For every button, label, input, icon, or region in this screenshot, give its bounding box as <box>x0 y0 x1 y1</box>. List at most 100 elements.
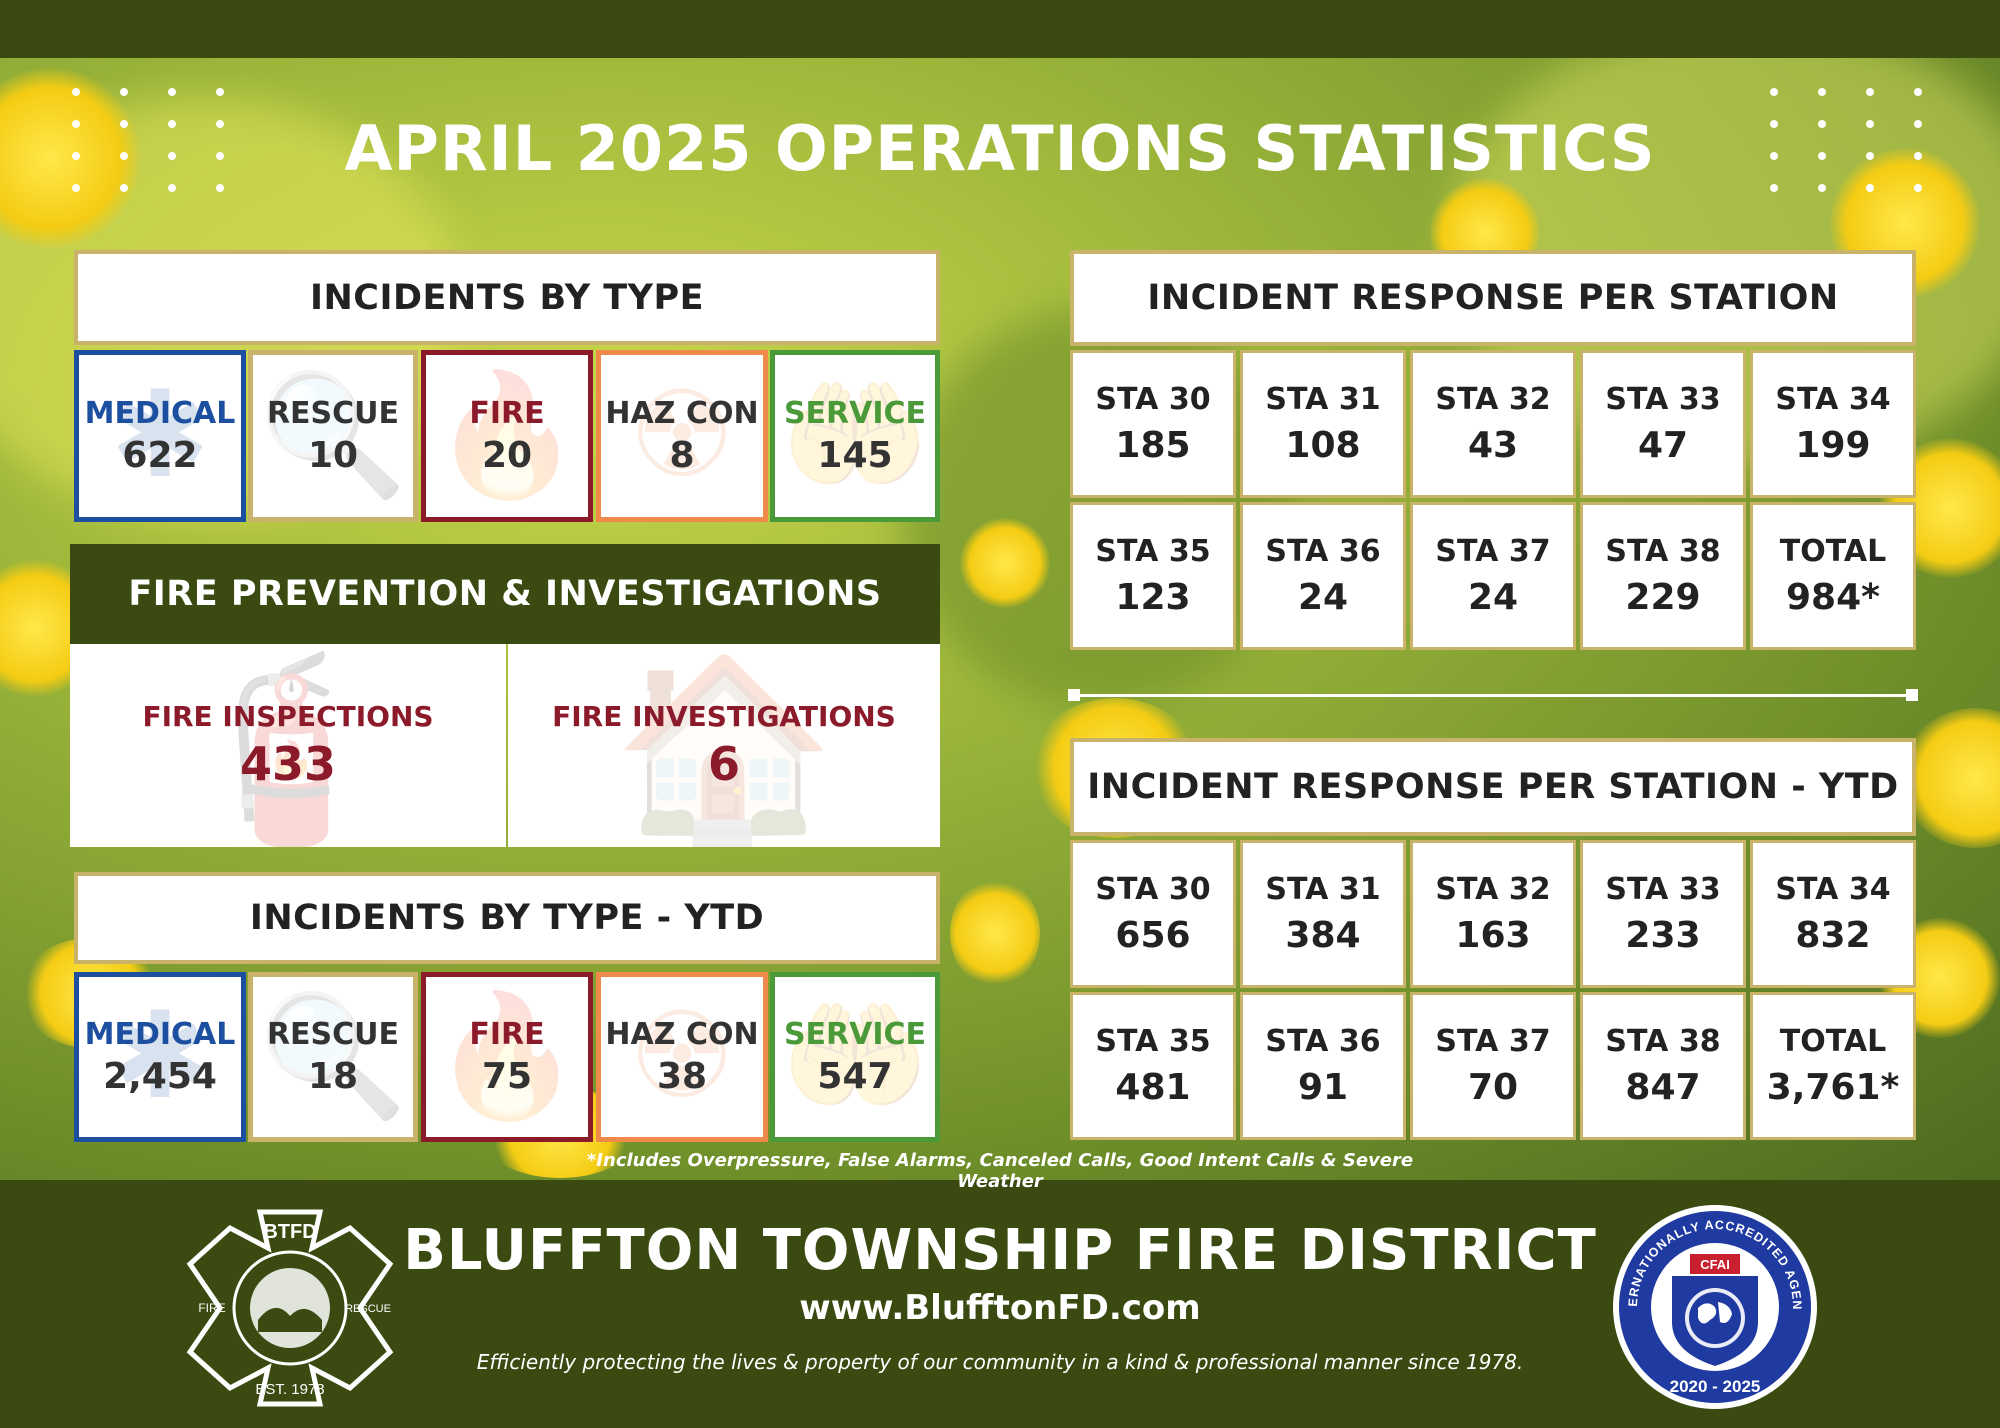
fire-extinguisher-icon: 🧯 <box>175 644 401 847</box>
search-rescue-icon: 🔍 <box>258 987 408 1126</box>
type-label: RESCUE <box>266 396 400 431</box>
station-value: 185 <box>1115 425 1191 466</box>
station-cell-sta-37: STA 37 70 <box>1410 992 1576 1140</box>
fire-investigations-panel: 🏠 FIRE INVESTIGATIONS 6 <box>508 644 940 847</box>
flame-icon: 🔥 <box>432 366 582 505</box>
incident-type-ytd-fire-card: 🔥 FIRE 75 <box>421 972 593 1142</box>
burning-house-icon: 🏠 <box>611 644 837 847</box>
station-value: 229 <box>1625 577 1701 618</box>
logo-left-text: FIRE <box>198 1301 225 1315</box>
type-value: 75 <box>481 1056 533 1097</box>
station-label: STA 38 <box>1605 534 1721 569</box>
logo-est: EST. 1978 <box>255 1381 324 1398</box>
station-label: STA 33 <box>1605 872 1721 907</box>
station-label: STA 35 <box>1095 534 1211 569</box>
helping-hand-icon: 🤲 <box>780 366 930 505</box>
type-label: HAZ CON <box>605 396 759 431</box>
station-label: STA 36 <box>1265 534 1381 569</box>
footnote: *Includes Overpressure, False Alarms, Ca… <box>586 1150 1414 1192</box>
station-value: 656 <box>1115 915 1191 956</box>
incident-type-haz-con-card: ☢ HAZ CON 8 <box>596 350 768 522</box>
station-cell-sta-30: STA 30 656 <box>1070 840 1236 988</box>
search-rescue-icon: 🔍 <box>258 366 408 505</box>
station-cell-sta-34: STA 34 199 <box>1750 350 1916 498</box>
station-value: 24 <box>1467 577 1519 618</box>
station-label: STA 33 <box>1605 382 1721 417</box>
type-label: FIRE <box>469 1017 545 1052</box>
incident-type-ytd-medical-card: ✱ MEDICAL 2,454 <box>74 972 246 1142</box>
station-cell-sta-36: STA 36 24 <box>1240 502 1406 650</box>
incident-type-rescue-card: 🔍 RESCUE 10 <box>248 350 418 522</box>
type-value: 38 <box>656 1056 708 1097</box>
type-value: 2,454 <box>103 1056 217 1097</box>
station-label: STA 31 <box>1265 872 1381 907</box>
type-label: SERVICE <box>783 1017 927 1052</box>
station-cell-sta-38: STA 38 229 <box>1580 502 1746 650</box>
station-value: 233 <box>1625 915 1701 956</box>
divider-end-left <box>1068 689 1080 701</box>
station-label: STA 30 <box>1095 872 1211 907</box>
incident-type-ytd-service-card: 🤲 SERVICE 547 <box>770 972 940 1142</box>
station-label: TOTAL <box>1779 1024 1887 1059</box>
type-value: 145 <box>817 435 893 476</box>
station-cell-sta-32: STA 32 43 <box>1410 350 1576 498</box>
station-label: STA 35 <box>1095 1024 1211 1059</box>
station-cell-total: TOTAL 984* <box>1750 502 1916 650</box>
cfai-accreditation-seal: INTERNATIONALLY ACCREDITED AGENCY CFAI 2… <box>1610 1202 1817 1409</box>
btfd-maltese-cross-logo: BTFD EST. 1978 FIRE RESCUE <box>186 1209 394 1407</box>
station-cell-sta-31: STA 31 384 <box>1240 840 1406 988</box>
station-value: 163 <box>1455 915 1531 956</box>
website-link[interactable]: www.BlufftonFD.com <box>799 1288 1201 1328</box>
section-divider <box>1073 694 1913 697</box>
flame-icon: 🔥 <box>432 987 582 1126</box>
station-value: 384 <box>1285 915 1361 956</box>
incidents-by-type-ytd-heading: INCIDENTS BY TYPE - YTD <box>74 872 940 964</box>
top-bar <box>0 0 2000 58</box>
station-label: STA 31 <box>1265 382 1381 417</box>
station-cell-sta-38: STA 38 847 <box>1580 992 1746 1140</box>
fire-inspections-value: 433 <box>239 737 337 791</box>
type-label: MEDICAL <box>84 1017 236 1052</box>
station-response-heading: INCIDENT RESPONSE PER STATION <box>1070 250 1916 346</box>
mission-tagline: Efficiently protecting the lives & prope… <box>476 1350 1524 1374</box>
station-label: STA 38 <box>1605 1024 1721 1059</box>
station-label: STA 32 <box>1435 872 1551 907</box>
decorative-dots-left <box>72 88 224 192</box>
station-value: 108 <box>1285 425 1361 466</box>
station-value: 47 <box>1637 425 1689 466</box>
radiation-icon: ☢ <box>628 366 736 505</box>
station-cell-sta-37: STA 37 24 <box>1410 502 1576 650</box>
station-cell-total: TOTAL 3,761* <box>1750 992 1916 1140</box>
station-label: STA 34 <box>1775 872 1891 907</box>
page-title: APRIL 2025 OPERATIONS STATISTICS <box>344 112 1656 185</box>
station-value: 832 <box>1795 915 1871 956</box>
station-value: 481 <box>1115 1067 1191 1108</box>
station-label: STA 32 <box>1435 382 1551 417</box>
station-label: STA 36 <box>1265 1024 1381 1059</box>
incident-type-ytd-haz-con-card: ☢ HAZ CON 38 <box>596 972 768 1142</box>
type-value: 622 <box>122 435 198 476</box>
station-label: STA 34 <box>1775 382 1891 417</box>
logo-right-text: RESCUE <box>345 1303 391 1315</box>
seal-badge: CFAI <box>1700 1257 1730 1272</box>
star-of-life-icon: ✱ <box>109 366 211 505</box>
fire-investigations-value: 6 <box>707 737 740 791</box>
fire-inspections-panel: 🧯 FIRE INSPECTIONS 433 <box>70 644 506 847</box>
type-value: 18 <box>307 1056 359 1097</box>
station-cell-sta-35: STA 35 123 <box>1070 502 1236 650</box>
type-value: 8 <box>669 435 695 476</box>
logo-abbr: BTFD <box>263 1221 316 1243</box>
incident-type-ytd-rescue-card: 🔍 RESCUE 18 <box>248 972 418 1142</box>
station-value: 984* <box>1786 577 1880 618</box>
helping-hand-icon: 🤲 <box>780 987 930 1126</box>
station-label: STA 37 <box>1435 534 1551 569</box>
station-label: STA 37 <box>1435 1024 1551 1059</box>
station-label: TOTAL <box>1779 534 1887 569</box>
station-value: 43 <box>1467 425 1519 466</box>
station-response-ytd-heading: INCIDENT RESPONSE PER STATION - YTD <box>1070 738 1916 836</box>
station-cell-sta-32: STA 32 163 <box>1410 840 1576 988</box>
station-value: 847 <box>1625 1067 1701 1108</box>
star-of-life-icon: ✱ <box>109 987 211 1126</box>
station-value: 3,761* <box>1766 1067 1900 1108</box>
station-value: 24 <box>1297 577 1349 618</box>
